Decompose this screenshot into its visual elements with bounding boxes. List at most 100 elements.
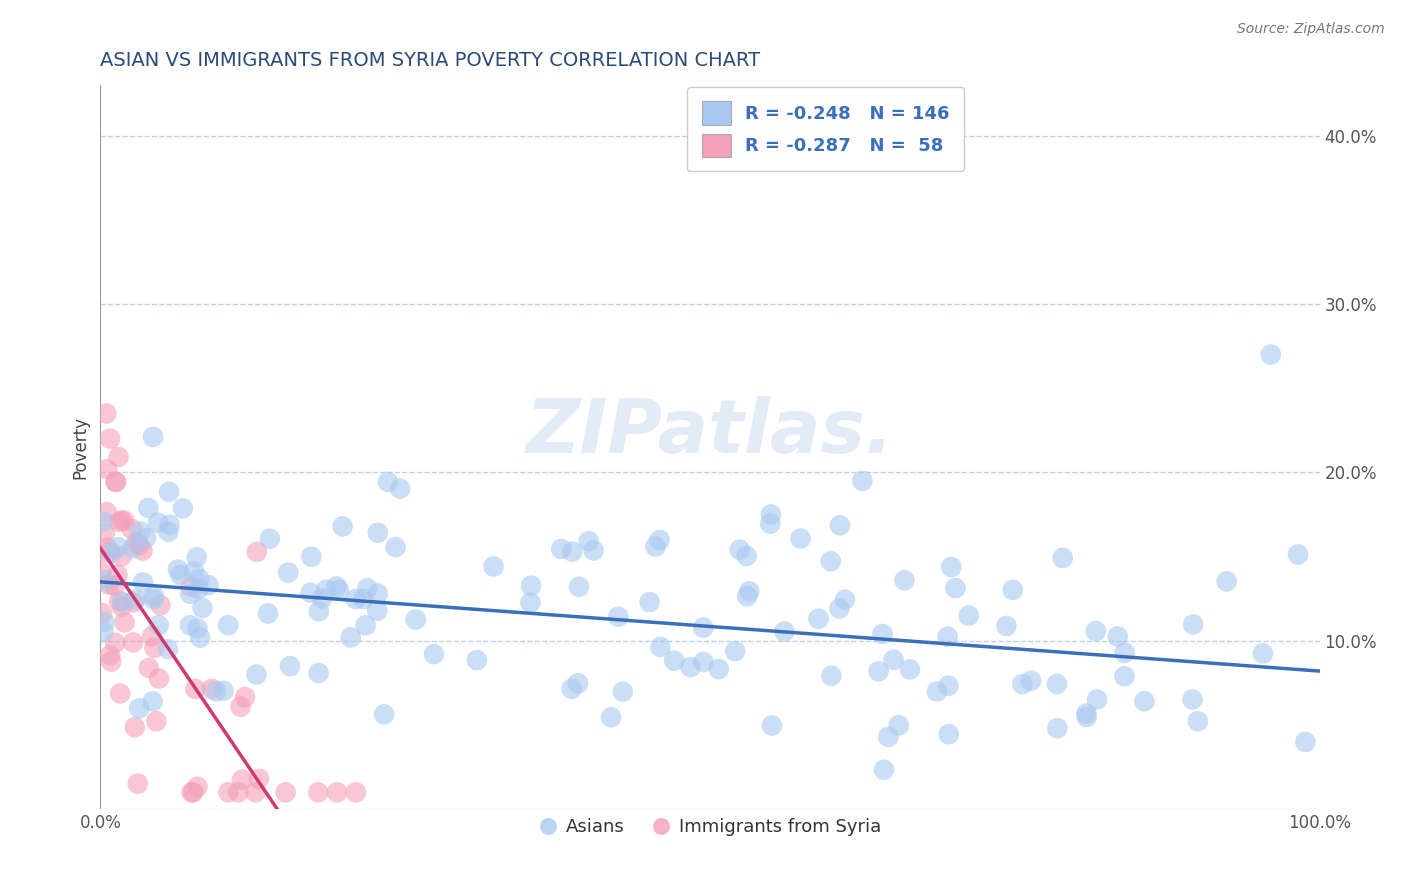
Point: [156, 642, 179, 657]
Point: [567, 676, 589, 690]
Point: [107, 450, 129, 464]
Point: [820, 669, 842, 683]
Point: [898, 662, 921, 676]
Point: [247, 772, 270, 786]
Point: [167, 562, 190, 576]
Point: [1181, 692, 1204, 706]
Point: [807, 612, 830, 626]
Point: [612, 684, 634, 698]
Point: [679, 660, 702, 674]
Point: [105, 475, 128, 489]
Point: [1107, 629, 1129, 643]
Point: [136, 500, 159, 515]
Point: [465, 653, 488, 667]
Point: [204, 684, 226, 698]
Point: [172, 501, 194, 516]
Point: [96, 541, 118, 555]
Point: [945, 581, 967, 595]
Point: [125, 535, 148, 549]
Point: [132, 575, 155, 590]
Point: [692, 655, 714, 669]
Point: [228, 785, 250, 799]
Point: [184, 681, 207, 696]
Point: [759, 508, 782, 522]
Point: [111, 549, 134, 564]
Point: [127, 777, 149, 791]
Point: [893, 574, 915, 588]
Point: [644, 540, 666, 554]
Point: [131, 543, 153, 558]
Point: [1294, 735, 1316, 749]
Point: [326, 785, 349, 799]
Point: [377, 475, 399, 489]
Point: [389, 482, 412, 496]
Point: [114, 615, 136, 630]
Point: [107, 540, 129, 554]
Point: [851, 474, 873, 488]
Point: [1251, 647, 1274, 661]
Point: [353, 591, 375, 606]
Point: [96, 407, 118, 421]
Text: Source: ZipAtlas.com: Source: ZipAtlas.com: [1237, 22, 1385, 37]
Point: [344, 592, 367, 607]
Point: [201, 681, 224, 696]
Point: [188, 572, 211, 586]
Point: [1286, 548, 1309, 562]
Point: [94, 525, 117, 540]
Point: [100, 655, 122, 669]
Point: [1052, 551, 1074, 566]
Point: [1084, 624, 1107, 638]
Point: [138, 661, 160, 675]
Point: [325, 579, 347, 593]
Point: [328, 582, 350, 597]
Point: [356, 581, 378, 595]
Point: [121, 541, 143, 555]
Point: [872, 627, 894, 641]
Point: [93, 624, 115, 639]
Point: [142, 589, 165, 603]
Point: [212, 683, 235, 698]
Point: [179, 587, 201, 601]
Point: [186, 780, 208, 794]
Point: [191, 601, 214, 615]
Point: [180, 580, 202, 594]
Point: [600, 710, 623, 724]
Point: [122, 635, 145, 649]
Point: [607, 609, 630, 624]
Point: [724, 644, 747, 658]
Point: [308, 666, 330, 681]
Point: [183, 565, 205, 579]
Point: [299, 585, 322, 599]
Point: [1114, 646, 1136, 660]
Legend: Asians, Immigrants from Syria: Asians, Immigrants from Syria: [531, 811, 889, 844]
Point: [141, 629, 163, 643]
Point: [142, 592, 165, 607]
Point: [384, 540, 406, 554]
Point: [90, 566, 112, 580]
Point: [122, 595, 145, 609]
Point: [149, 599, 172, 613]
Point: [108, 594, 131, 608]
Point: [278, 659, 301, 673]
Point: [146, 516, 169, 530]
Point: [582, 543, 605, 558]
Point: [129, 524, 152, 539]
Point: [354, 618, 377, 632]
Point: [233, 690, 256, 705]
Point: [828, 601, 851, 615]
Point: [868, 665, 890, 679]
Point: [142, 694, 165, 708]
Point: [366, 604, 388, 618]
Point: [759, 516, 782, 531]
Point: [1001, 582, 1024, 597]
Point: [877, 730, 900, 744]
Point: [728, 542, 751, 557]
Point: [229, 699, 252, 714]
Point: [231, 772, 253, 787]
Point: [179, 618, 201, 632]
Point: [1133, 694, 1156, 708]
Point: [761, 718, 783, 732]
Point: [186, 550, 208, 565]
Point: [692, 621, 714, 635]
Point: [1114, 669, 1136, 683]
